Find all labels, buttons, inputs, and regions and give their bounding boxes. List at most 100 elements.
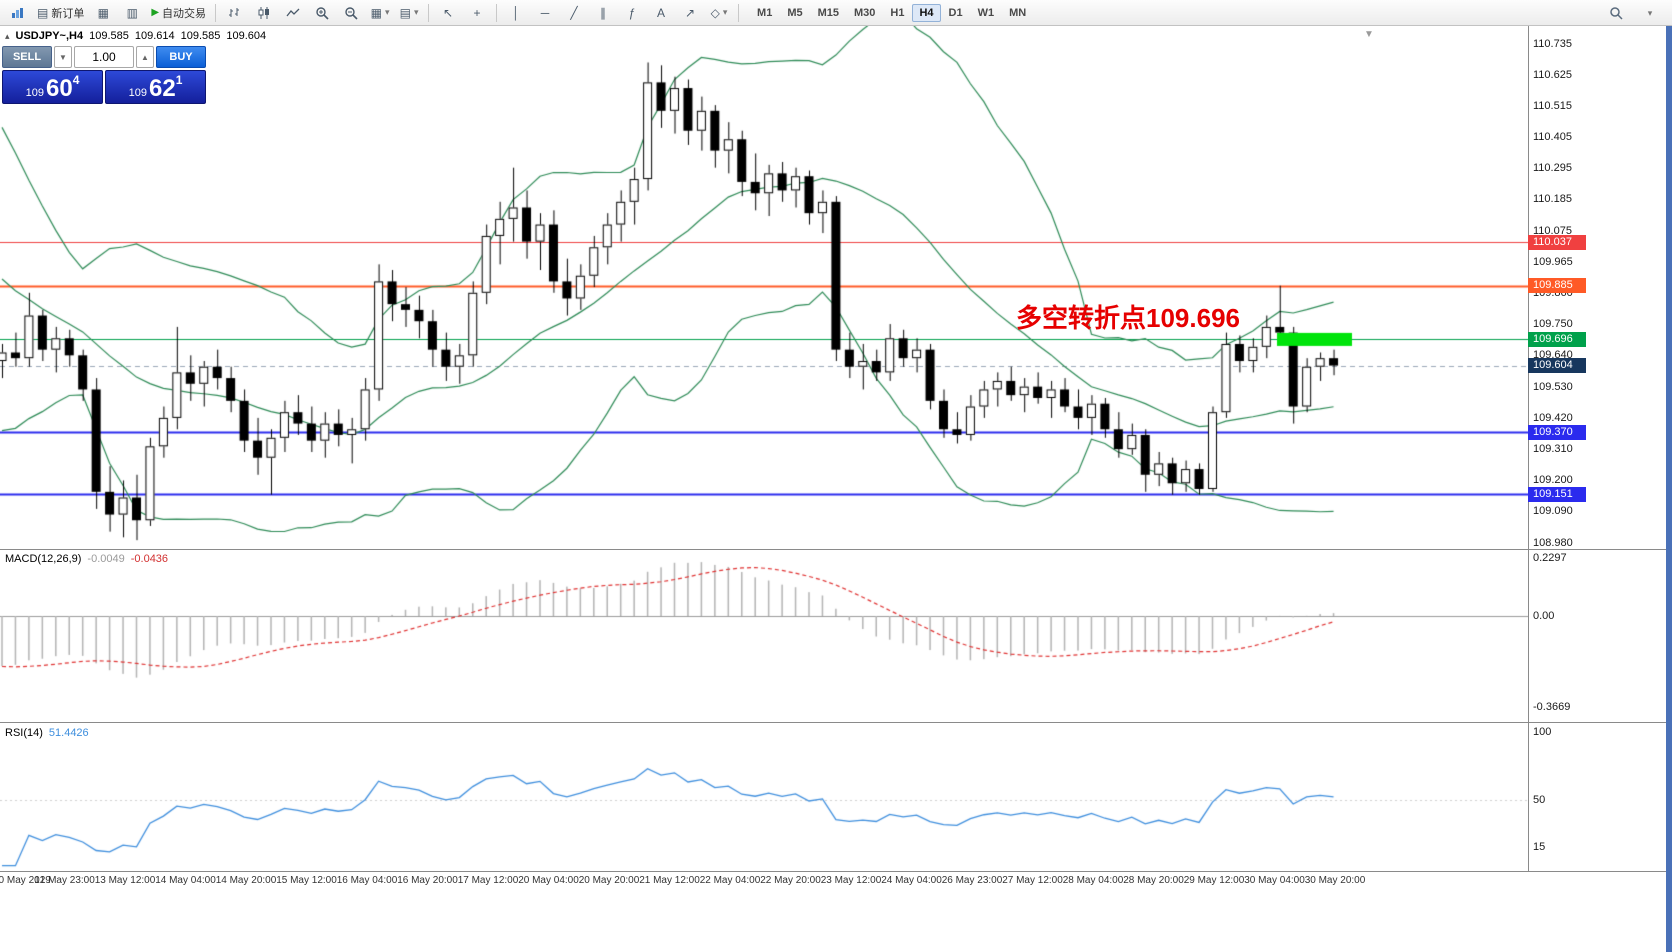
time-axis-label: 14 May 04:00 [155,875,216,886]
chevron-down-icon: ▾ [413,7,419,17]
macd-label: MACD(12,26,9) -0.0049 -0.0436 [5,553,168,565]
zoom-in-icon [316,6,329,20]
new-chart-icon: ▦ [370,5,382,20]
buy-price-pips: 62 [148,75,176,102]
volume-down-button[interactable]: ▼ [54,46,72,68]
shapes-icon: ◇ [710,5,720,20]
price-axis-tick: 108.980 [1533,536,1573,549]
one-click-toggle[interactable]: ▴ [5,30,10,41]
macd-panel-canvas[interactable] [0,550,1528,722]
current-price-badge: 109.604 [1528,358,1586,374]
toolbar-separator [738,3,740,22]
toolbar-right: ▾ [1602,0,1664,26]
rsi-name: RSI(14) [5,727,43,739]
crosshair-button[interactable]: + [463,2,491,24]
zoom-out-icon [345,6,358,20]
time-axis-label: 24 May 04:00 [881,875,942,886]
chart-annotation-text[interactable]: 多空转折点109.696 [1016,303,1240,333]
zoom-out-button[interactable] [337,2,365,24]
bar-chart-button[interactable] [221,2,249,24]
volume-input[interactable]: 1.00 [74,46,134,68]
timeframe-button-m1[interactable]: M1 [757,6,773,19]
text-tool-icon: A [657,5,666,20]
time-axis-label: 17 May 12:00 [457,875,519,886]
candlestick-chart-button[interactable] [250,2,278,24]
panel-separator-macd[interactable] [0,549,1672,550]
timeframe-button-h4[interactable]: H4 [912,3,941,22]
toolbar-separator [496,3,498,22]
line-chart-icon [286,8,300,16]
timeframe-button-w1[interactable]: W1 [977,6,995,19]
fibonacci-icon: ƒ [628,5,636,20]
quote-high: 109.614 [134,30,175,42]
rsi-label: RSI(14) 51.4426 [5,727,89,739]
profiles-icon: ▤ [399,5,411,20]
arrow-tool-button[interactable]: ↗ [676,2,704,24]
time-axis-label: 22 May 20:00 [760,875,821,886]
price-axis-tick: 110.405 [1533,131,1572,144]
timeframe-button-h1[interactable]: H1 [890,6,905,19]
price-axis-tick: 109.640 [1533,349,1573,362]
macd-signal-value: -0.0436 [130,553,169,565]
timeframe-button-m5[interactable]: M5 [787,6,803,19]
sell-price-panel[interactable]: 109 60 4 [2,70,103,104]
volume-up-button[interactable]: ▲ [136,46,154,68]
vertical-line-icon: │ [512,5,520,20]
text-tool-button[interactable]: A [647,2,675,24]
timeframe-button-m15[interactable]: M15 [817,6,840,19]
fibonacci-button[interactable]: ƒ [618,2,646,24]
toolbar-separator [428,3,430,22]
toolbar-overflow-button[interactable]: ▾ [1636,2,1664,24]
time-axis-label: 23 May 12:00 [820,875,882,886]
sell-button[interactable]: SELL [2,46,52,68]
price-axis-tick: 109.860 [1533,287,1573,299]
price-axis-tick: 109.090 [1533,505,1573,518]
toolbar-separator [215,3,217,22]
search-button[interactable] [1602,2,1630,24]
timeframe-button-d1[interactable]: D1 [948,6,963,19]
autotrading-label: 自动交易 [162,7,207,20]
vertical-line-button[interactable]: │ [502,2,530,24]
chart-window-icon[interactable]: ▦ [89,2,117,24]
profiles-button[interactable]: ▤ ▾ [395,2,423,24]
chart-shift-marker[interactable]: ▼ [1364,29,1374,40]
symbol-period-label: USDJPY~,H4 [15,30,84,42]
time-axis-label: 13 May 12:00 [94,875,156,886]
timeframe-button-mn[interactable]: MN [1009,6,1027,19]
candlestick-icon [258,6,270,19]
time-axis-label: 28 May 04:00 [1062,875,1124,886]
window-edge-strip [1666,26,1672,952]
toolbar: ▤ 新订单 ▦ ▥ ▶ 自动交易 ▦ ▾ ▤ ▾ [0,0,1672,26]
buy-button[interactable]: BUY [156,46,206,68]
channel-button[interactable]: ∥ [589,2,617,24]
trendline-button[interactable]: ╱ [560,2,588,24]
new-chart-button[interactable]: ▦ ▾ [366,2,394,24]
time-axis-label: 12 May 23:00 [34,875,95,886]
time-axis-label: 30 May 20:00 [1304,875,1366,886]
buy-price-panel[interactable]: 109 62 1 [105,70,206,104]
shapes-button[interactable]: ◇ ▾ [705,2,733,24]
cursor-button[interactable]: ↖ [434,2,462,24]
autotrading-button[interactable]: ▶ 自动交易 [147,2,210,24]
macd-name: MACD(12,26,9) [5,553,82,565]
timeframe-button-m30[interactable]: M30 [854,6,876,19]
time-axis-label: 27 May 12:00 [1002,875,1063,886]
arrow-tool-icon: ↗ [685,5,696,20]
line-chart-button[interactable] [279,2,307,24]
zoom-in-button[interactable] [308,2,336,24]
time-axis-label: 15 May 12:00 [276,875,337,886]
panel-separator-rsi[interactable] [0,722,1672,723]
cascade-windows-icon[interactable]: ▥ [118,2,146,24]
buy-price-figure: 109 [128,87,147,99]
price-line-badge: 109.151 [1528,486,1586,502]
price-line-badge: 109.370 [1528,424,1586,440]
app-chart-icon[interactable] [4,2,32,24]
price-chart-canvas[interactable] [0,26,1528,549]
new-order-button[interactable]: ▤ 新订单 [33,2,88,24]
horizontal-line-button[interactable]: ─ [531,2,559,24]
channel-icon: ∥ [600,5,607,20]
rsi-panel-canvas[interactable] [0,723,1528,871]
play-icon: ▶ [151,7,160,18]
trade-price-row: 109 60 4 109 62 1 [2,70,206,104]
